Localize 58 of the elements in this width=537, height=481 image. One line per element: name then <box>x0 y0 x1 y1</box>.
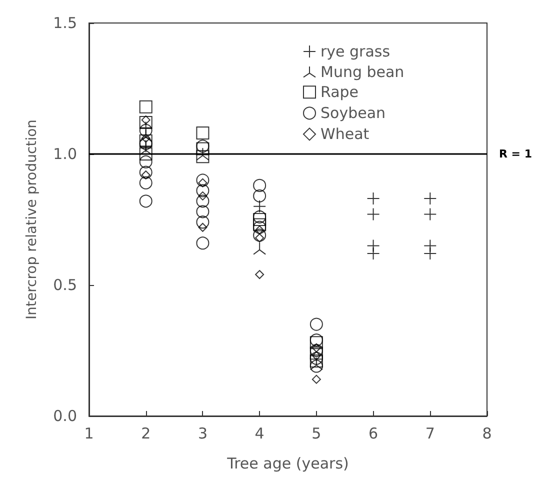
x-tick-label: 3 <box>198 424 208 442</box>
x-axis-title: Tree age (years) <box>226 454 349 472</box>
point <box>196 174 210 187</box>
y-axis-title: Intercrop relative production <box>24 119 40 320</box>
x-tick-label: 8 <box>482 424 492 442</box>
point <box>139 194 152 208</box>
x-tick-label: 2 <box>141 424 151 442</box>
x-tick-label: 6 <box>368 424 378 442</box>
point <box>196 194 210 208</box>
legend-label: Soybean <box>320 104 386 122</box>
point <box>310 360 323 373</box>
point <box>196 126 210 140</box>
point <box>253 210 266 224</box>
point <box>139 116 152 130</box>
point <box>310 334 323 347</box>
point <box>196 150 210 164</box>
point <box>310 346 323 360</box>
point <box>139 148 152 160</box>
y-tick-label: 0.5 <box>53 276 77 294</box>
point <box>198 191 208 200</box>
point <box>139 134 152 148</box>
point <box>310 352 323 365</box>
legend-label: Rape <box>320 83 359 102</box>
point <box>139 176 152 190</box>
point <box>139 124 152 137</box>
point <box>139 155 152 168</box>
point <box>255 270 264 280</box>
point <box>196 140 210 153</box>
point <box>196 184 210 198</box>
y-tick-label: 1.0 <box>53 145 77 163</box>
y-tick-label: 1.5 <box>53 14 77 32</box>
point <box>310 344 323 357</box>
point <box>196 236 210 250</box>
x-tick-label: 5 <box>312 424 322 442</box>
point <box>312 374 321 384</box>
point <box>139 166 152 179</box>
x-tick-label: 4 <box>254 424 264 442</box>
y-tick-label: 0.0 <box>53 407 77 425</box>
x-tick-label: 7 <box>425 424 435 442</box>
point <box>196 142 210 156</box>
point <box>310 318 323 331</box>
point <box>310 354 323 368</box>
x-tick-label: 1 <box>84 424 94 442</box>
point <box>253 213 266 226</box>
point <box>253 218 266 232</box>
ref-line-label: R = 1 <box>499 148 532 160</box>
point <box>196 216 210 229</box>
point <box>139 100 152 114</box>
point <box>253 178 266 192</box>
point <box>310 336 323 350</box>
legend-label: Wheat <box>320 125 370 144</box>
point <box>196 205 210 218</box>
point <box>253 228 266 242</box>
point <box>253 220 266 234</box>
legend-label: rye grass <box>320 42 390 60</box>
point <box>253 189 266 202</box>
point <box>198 222 208 232</box>
legend-label: Mung bean <box>320 62 404 81</box>
